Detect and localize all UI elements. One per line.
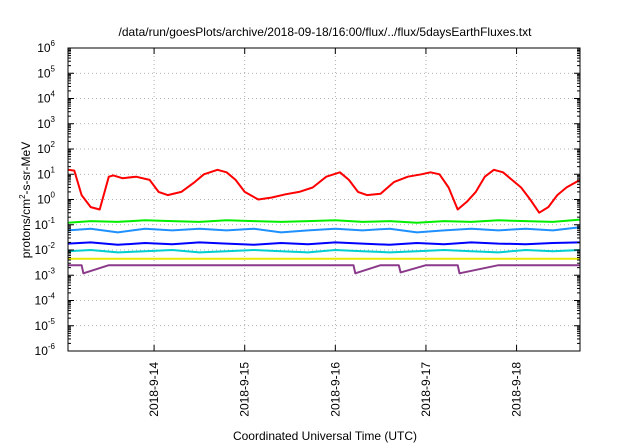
y-tick-label: 10-6 <box>35 342 56 358</box>
y-axis-label-suffix: -s-sr-MeV <box>19 142 33 195</box>
y-tick-base: 10 <box>37 117 51 131</box>
x-tick-label: 2018-9-15 <box>238 362 252 417</box>
y-tick-label: 102 <box>37 140 55 156</box>
y-tick-label: 101 <box>37 165 55 181</box>
y-tick-label: 10-2 <box>35 241 56 257</box>
y-tick-label: 10-3 <box>35 266 56 282</box>
y-tick-base: 10 <box>37 66 51 80</box>
y-tick-exponent: 5 <box>51 64 56 73</box>
y-tick-base: 10 <box>35 243 49 257</box>
chart-title: /data/run/goesPlots/archive/2018-09-18/1… <box>119 25 533 39</box>
y-tick-label: 106 <box>37 39 55 55</box>
y-axis-label: protons/cm2-s-sr-MeV <box>18 142 33 258</box>
y-tick-exponent: 6 <box>51 39 56 48</box>
y-tick-base: 10 <box>37 167 51 181</box>
y-tick-base: 10 <box>37 92 51 106</box>
y-tick-exponent: -2 <box>48 241 56 250</box>
y-tick-base: 10 <box>37 41 51 55</box>
x-tick-label: 2018-9-14 <box>147 362 161 417</box>
series-line-3 <box>67 226 581 234</box>
x-axis: 2018-9-14 2018-9-15 2018-9-16 2018-9-17 2018… <box>147 48 524 417</box>
y-tick-exponent: -1 <box>48 216 56 225</box>
series-line-4 <box>67 241 581 246</box>
y-tick-label: 100 <box>37 191 55 207</box>
series-line-5 <box>67 249 581 254</box>
series-layer <box>67 168 581 275</box>
y-axis: 10-610-510-410-310-210-11001011021031041… <box>35 39 580 358</box>
y-tick-exponent: 3 <box>51 115 56 124</box>
x-tick-label: 2018-9-16 <box>328 362 342 417</box>
y-tick-exponent: -4 <box>48 292 56 301</box>
y-tick-base: 10 <box>35 344 49 358</box>
series-line-7 <box>68 264 580 275</box>
y-tick-exponent: -5 <box>48 317 56 326</box>
y-tick-exponent: -3 <box>48 266 56 275</box>
y-axis-label-prefix: protons/cm <box>19 199 33 258</box>
x-tick-label: 2018-9-17 <box>419 362 433 417</box>
y-tick-exponent: 1 <box>51 165 56 174</box>
y-tick-label: 10-1 <box>35 216 56 232</box>
y-axis-label-sup: 2 <box>18 194 27 199</box>
x-axis-label: Coordinated Universal Time (UTC) <box>233 429 417 443</box>
y-tick-exponent: -6 <box>48 342 56 351</box>
y-tick-label: 10-5 <box>35 317 56 333</box>
series-line-2 <box>67 218 581 224</box>
y-tick-label: 104 <box>37 90 55 106</box>
y-tick-label: 105 <box>37 64 55 80</box>
grid-lines <box>68 48 580 351</box>
y-tick-exponent: 0 <box>51 191 56 200</box>
y-tick-base: 10 <box>35 294 49 308</box>
y-tick-label: 10-4 <box>35 292 56 308</box>
y-tick-base: 10 <box>35 218 49 232</box>
y-tick-base: 10 <box>35 268 49 282</box>
y-tick-base: 10 <box>37 142 51 156</box>
y-tick-base: 10 <box>37 193 51 207</box>
series-line-1 <box>67 168 581 214</box>
y-tick-exponent: 4 <box>51 90 56 99</box>
y-tick-base: 10 <box>35 319 49 333</box>
x-tick-label: 2018-9-18 <box>510 362 524 417</box>
y-tick-label: 103 <box>37 115 55 131</box>
y-tick-exponent: 2 <box>51 140 56 149</box>
